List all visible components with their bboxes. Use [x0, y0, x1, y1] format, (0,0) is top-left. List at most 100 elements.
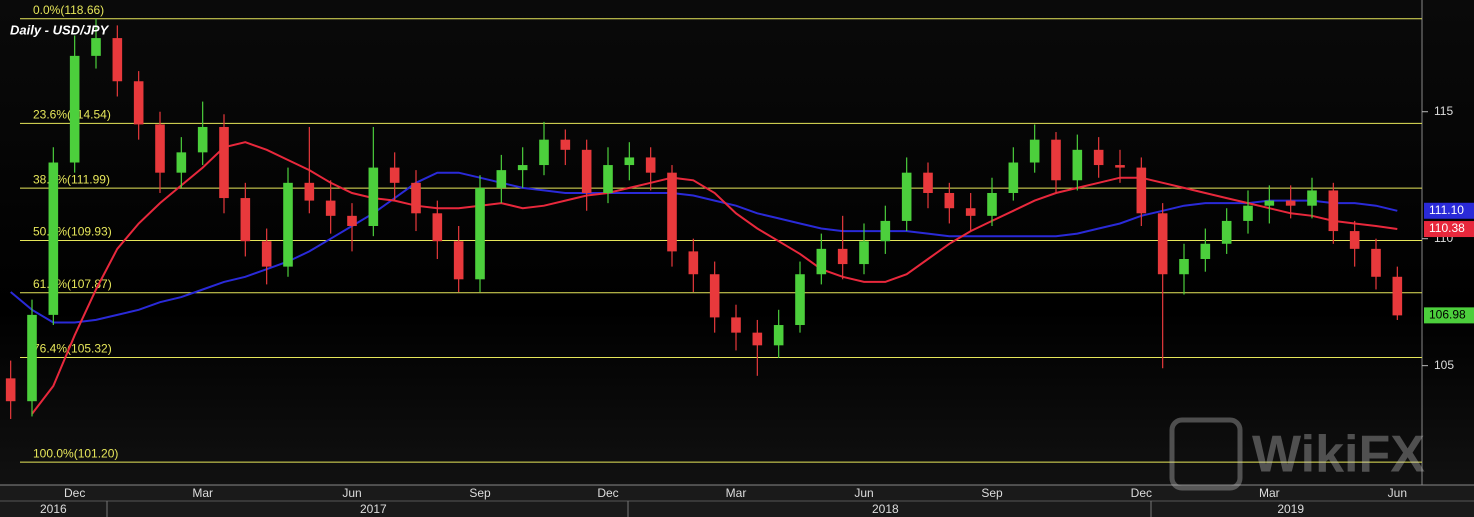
candle-body — [1179, 259, 1189, 275]
fib-label: 50.0%(109.93) — [33, 225, 112, 239]
year-label: 2018 — [872, 502, 899, 516]
candle-body — [69, 55, 80, 163]
x-tick-label: Mar — [726, 486, 747, 500]
x-tick-label: Dec — [1131, 486, 1152, 500]
candle-body — [795, 274, 805, 326]
x-tick-label: Dec — [64, 486, 85, 500]
candle-body — [197, 126, 208, 153]
candle-body — [5, 378, 16, 402]
watermark: WikiFX — [1169, 417, 1425, 491]
candle-body — [219, 126, 229, 199]
candle-body — [240, 198, 251, 242]
candle-body — [1093, 149, 1104, 166]
candle-body — [901, 172, 912, 221]
y-tick-label: 115 — [1434, 104, 1453, 118]
watermark-text: WikiFX — [1252, 426, 1425, 484]
moving-average — [31, 141, 1398, 415]
chart-title: Daily - USD/JPY — [10, 22, 110, 37]
candle-body — [261, 241, 272, 267]
candle-body — [91, 38, 101, 56]
candle-body — [1072, 149, 1083, 181]
candle-body — [1371, 248, 1381, 277]
candle-body — [1008, 162, 1019, 193]
x-tick-label: Mar — [192, 486, 213, 500]
y-tick-label: 105 — [1434, 358, 1454, 372]
candle-body — [1051, 139, 1061, 181]
candle-body — [1264, 200, 1275, 206]
candle-body — [581, 149, 592, 193]
candle-body — [48, 162, 59, 315]
candle-body — [773, 325, 784, 346]
last-value-tag — [1424, 221, 1474, 238]
candle-body — [731, 317, 741, 333]
candle-body — [347, 215, 357, 226]
candle-body — [283, 182, 293, 267]
candle-body — [496, 170, 507, 188]
candle-body — [923, 172, 933, 193]
candle-body — [1157, 213, 1168, 275]
last-value-label: 110.38 — [1429, 221, 1465, 235]
candle-body — [389, 167, 400, 183]
candle-body — [816, 248, 827, 275]
x-tick-label: Mar — [1259, 486, 1280, 500]
x-tick-label: Sep — [981, 486, 1003, 500]
candle-body — [709, 274, 720, 318]
candle-body — [1392, 276, 1403, 316]
fib-label: 38.2%(111.99) — [33, 172, 110, 186]
candle-body — [368, 167, 379, 226]
candle-body — [1221, 220, 1232, 244]
candle-body — [133, 81, 144, 125]
year-label: 2016 — [40, 502, 67, 516]
candle-body — [176, 152, 187, 173]
candle-body — [411, 182, 421, 214]
candle-body — [1307, 190, 1317, 206]
candle-body — [1285, 200, 1296, 206]
year-label: 2019 — [1277, 502, 1304, 516]
candle-body — [304, 182, 315, 201]
x-tick-label: Dec — [597, 486, 618, 500]
candle-body — [539, 139, 549, 166]
candle-body — [560, 139, 571, 150]
candle-body — [859, 241, 869, 265]
last-value-label: 111.10 — [1429, 203, 1464, 217]
candle-body — [837, 248, 848, 265]
candle-body — [1243, 205, 1253, 221]
candle-body — [880, 220, 891, 242]
candle-body — [27, 314, 37, 402]
candle-body — [1328, 190, 1339, 232]
x-tick-label: Sep — [469, 486, 491, 500]
last-value-label: 106.98 — [1429, 308, 1466, 322]
candle-body — [688, 251, 699, 275]
candle-body — [1349, 231, 1360, 249]
last-value-tag — [1424, 202, 1474, 219]
candle-body — [517, 165, 528, 171]
candle-body — [1136, 167, 1147, 214]
candle-body — [1200, 243, 1211, 260]
last-value-tag — [1424, 307, 1474, 324]
x-tick-label: Jun — [854, 486, 873, 500]
fib-label: 76.4%(105.32) — [33, 342, 112, 356]
candle-body — [1115, 165, 1125, 168]
fib-label: 0.0%(118.66) — [33, 3, 104, 17]
candle-body — [667, 172, 677, 252]
candle-body — [325, 200, 336, 216]
candle-body — [965, 208, 976, 216]
candle-body — [1029, 139, 1040, 163]
candle-body — [432, 213, 443, 242]
candle-body — [603, 165, 613, 193]
candle-body — [453, 241, 464, 280]
candle-body — [475, 187, 485, 280]
x-tick-label: Jun — [1388, 486, 1407, 500]
moving-average — [10, 171, 1398, 324]
year-label: 2017 — [360, 502, 387, 516]
candle-body — [944, 192, 955, 209]
fib-label: 100.0%(101.20) — [33, 446, 118, 460]
candle-body — [112, 38, 123, 82]
x-tick-label: Jun — [342, 486, 361, 500]
candle-body — [645, 157, 656, 173]
plot-area: 0.0%(118.66)23.6%(114.54)38.2%(111.99)50… — [5, 3, 1422, 463]
candle-body — [155, 124, 165, 173]
candle-body — [987, 192, 997, 216]
